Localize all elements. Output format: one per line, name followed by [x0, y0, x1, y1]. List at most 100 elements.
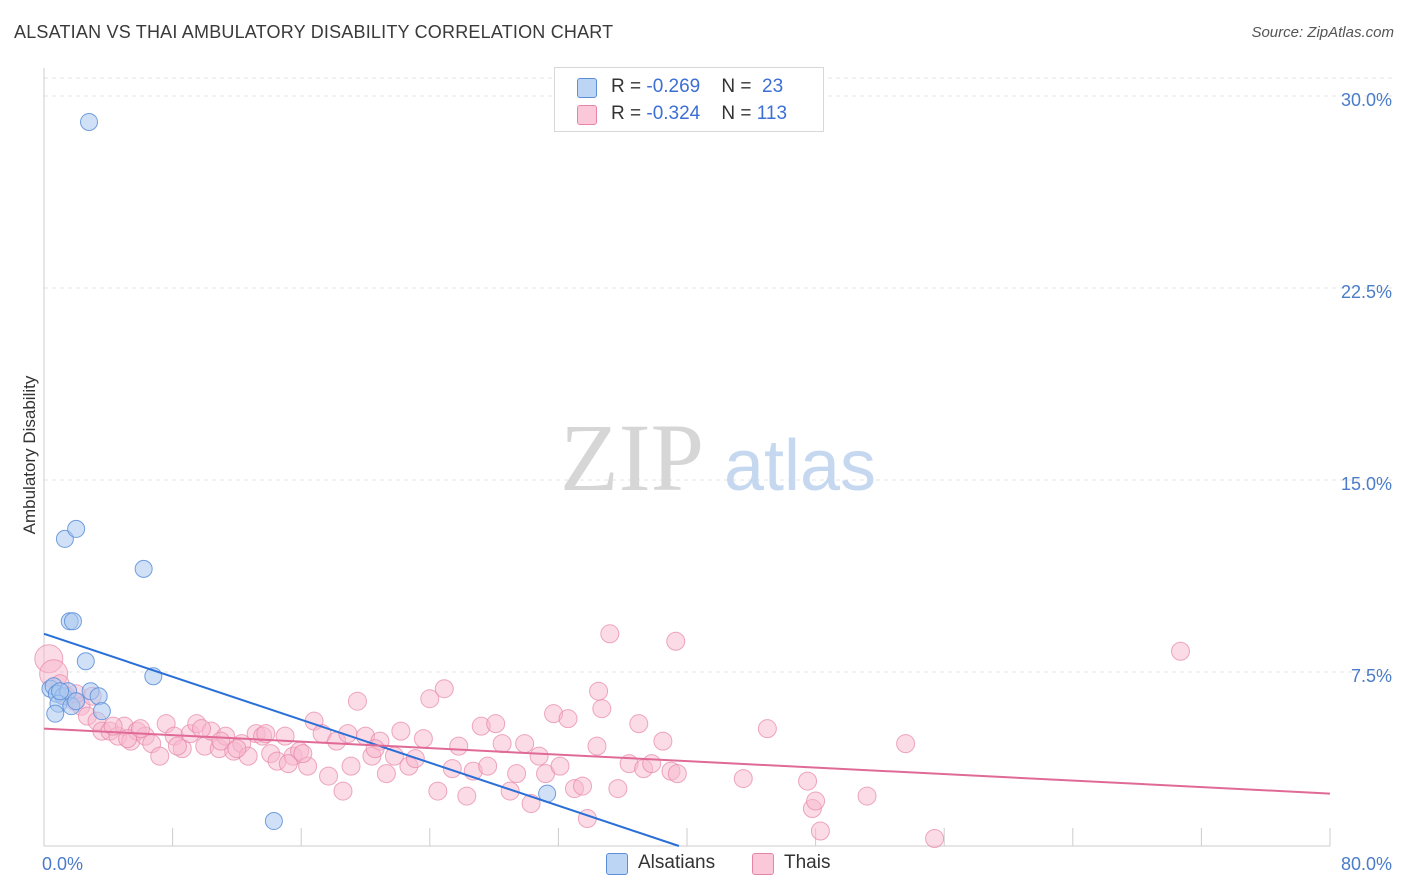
gridlines [44, 77, 1392, 673]
legend-swatch-alsatians [577, 78, 597, 98]
thai-point [608, 779, 628, 799]
thai-point [275, 726, 295, 746]
thai-point [733, 769, 753, 789]
thai-point [1171, 641, 1191, 661]
alsatian-point [264, 812, 283, 831]
thai-point [500, 781, 520, 801]
thai-point [420, 689, 440, 709]
thai-point [130, 719, 150, 739]
thai-point [810, 821, 830, 841]
thai-point [589, 681, 609, 701]
y-tick-label: 22.5% [1341, 282, 1392, 302]
thai-point [319, 766, 339, 786]
thai-point [333, 781, 353, 801]
stats-legend: R = -0.269 N = 23 R = -0.324 N = 113 [554, 67, 824, 132]
trend-lines [43, 632, 1331, 847]
thai-point [558, 709, 578, 729]
alsatian-point [89, 687, 108, 706]
thai-point [587, 736, 607, 756]
thai-point [442, 759, 462, 779]
thai-point [192, 719, 212, 739]
thai-point [365, 739, 385, 759]
thai-point [293, 744, 313, 764]
thai-point [806, 791, 826, 811]
thai-point [150, 746, 170, 766]
thai-point [167, 736, 187, 756]
alsatian-point [92, 702, 111, 721]
thai-point [642, 754, 662, 774]
thai-point [798, 771, 818, 791]
legend-n-value: 23 [762, 76, 784, 97]
alsatian-point [67, 519, 86, 538]
thai-point [341, 756, 361, 776]
thai-point [434, 679, 454, 699]
axes [43, 68, 1331, 847]
thai-point [413, 729, 433, 749]
thai-point [653, 731, 673, 751]
thai-point [428, 781, 448, 801]
thai-point [338, 724, 358, 744]
legend-r-label: R = [611, 76, 647, 97]
alsatian-trend-line [43, 632, 680, 847]
y-tick-label: 30.0% [1341, 90, 1392, 110]
thai-point [278, 754, 298, 774]
y-tick-label: 7.5% [1351, 666, 1392, 686]
thai-point [457, 786, 477, 806]
y-axis-label: Ambulatory Disability [20, 375, 39, 534]
series-legend: Alsatians Thais [0, 852, 1406, 878]
legend-r-label: R = [611, 103, 647, 124]
alsatian-point [55, 529, 74, 548]
thai-point [486, 714, 506, 734]
thai-point [629, 714, 649, 734]
thai-point [529, 746, 549, 766]
legend-swatch-alsatians [606, 853, 628, 875]
source-label: Source: ZipAtlas.com [1251, 24, 1394, 41]
alsatian-point [80, 112, 99, 131]
alsatian-point [134, 559, 153, 578]
thai-point [449, 736, 469, 756]
thai-point [211, 731, 231, 751]
thai-point [896, 734, 916, 754]
thai-point [600, 624, 620, 644]
thai-trend-line [43, 727, 1331, 795]
thai-point [573, 776, 593, 796]
thai-point [256, 724, 276, 744]
legend-n-label: N = [721, 103, 757, 124]
alsatian-point [63, 612, 82, 631]
thai-point [592, 699, 612, 719]
x-tick-label: 80.0% [1341, 854, 1392, 874]
thai-point [515, 734, 535, 754]
thai-point [103, 716, 123, 736]
thai-point [507, 764, 527, 784]
thai-point [347, 691, 367, 711]
alsatian-point [67, 692, 86, 711]
alsatian-point [76, 652, 95, 671]
thai-point [376, 764, 396, 784]
chart-title: ALSATIAN VS THAI AMBULATORY DISABILITY C… [14, 22, 614, 42]
thai-point [666, 631, 686, 651]
thai-point [391, 721, 411, 741]
series-thais [34, 624, 1191, 849]
tick-labels: 7.5% 15.0% 22.5% 30.0% 0.0% 80.0% [42, 90, 1392, 874]
thai-point [667, 764, 687, 784]
thai-point [550, 756, 570, 776]
thai-point [925, 829, 945, 849]
thai-point [227, 739, 247, 759]
thai-point [118, 729, 138, 749]
legend-n-label: N = [721, 76, 757, 97]
x-tick-label: 0.0% [42, 854, 83, 874]
alsatian-point [46, 704, 65, 723]
thai-point [757, 719, 777, 739]
legend-r-value: -0.324 [646, 103, 701, 124]
thai-point [478, 756, 498, 776]
legend-swatch-thais [752, 853, 774, 875]
y-tick-label: 15.0% [1341, 474, 1392, 494]
legend-r-value: -0.269 [646, 76, 701, 97]
legend-label-alsatians: Alsatians [638, 852, 716, 873]
watermark-atlas: atlas [724, 426, 876, 506]
thai-point [492, 734, 512, 754]
legend-n-value: 113 [756, 103, 788, 124]
legend-swatch-thais [577, 105, 597, 125]
alsatian-point [51, 682, 70, 701]
